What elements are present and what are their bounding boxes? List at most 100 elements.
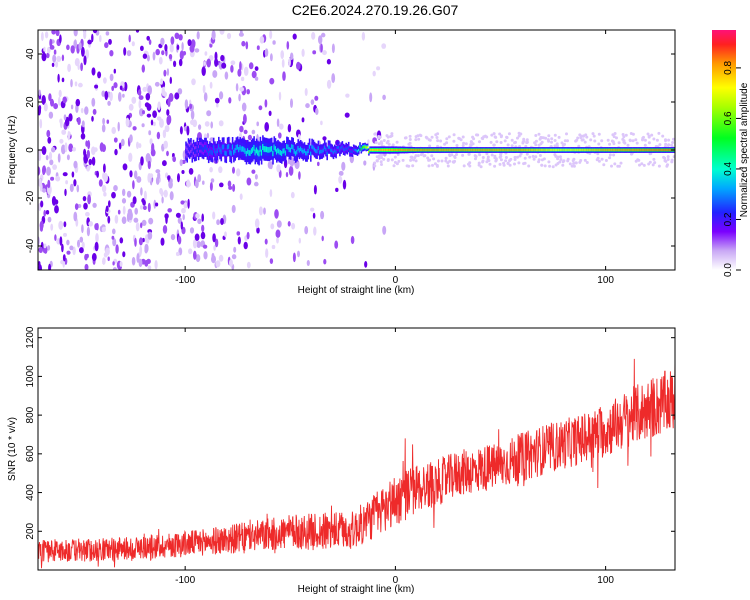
- spectrogram-band-cell: [494, 149, 496, 151]
- spectrogram-noise-cell: [671, 141, 675, 144]
- spectrogram-noise-cell: [218, 166, 223, 174]
- spectrogram-noise-cell: [147, 173, 151, 183]
- spectrogram-noise-cell: [583, 140, 587, 144]
- spectrogram-band-cell: [551, 149, 553, 151]
- spectrogram-noise-cell: [54, 205, 59, 214]
- spectrogram-noise-cell: [631, 139, 635, 143]
- spectrogram-y-tick-label: 40: [25, 48, 36, 60]
- spectrogram-noise-cell: [174, 92, 180, 100]
- spectrogram-noise-cell: [143, 205, 147, 210]
- spectrogram-noise-cell: [246, 261, 251, 269]
- spectrogram-noise-cell: [112, 267, 117, 270]
- spectrogram-band-cell: [410, 149, 413, 151]
- spectrogram-noise-cell: [561, 143, 565, 147]
- spectrogram-band-cell: [288, 147, 291, 152]
- spectrogram-noise-cell: [209, 81, 213, 89]
- spectrogram-noise-cell: [238, 93, 241, 102]
- spectrogram-band-cell: [282, 148, 284, 154]
- spectrogram-noise-cell: [391, 143, 395, 147]
- spectrogram-band-cell: [248, 150, 250, 156]
- spectrogram-noise-cell: [275, 229, 281, 238]
- spectrogram-noise-cell: [425, 136, 429, 140]
- spectrogram-noise-cell: [489, 140, 493, 144]
- spectrogram-noise-cell: [139, 205, 144, 210]
- spectrogram-noise-cell: [663, 159, 667, 163]
- spectrogram-band-cell: [224, 150, 226, 156]
- spectrogram-noise-cell: [663, 156, 667, 160]
- spectrogram-noise-cell: [239, 61, 242, 71]
- spectrogram-noise-cell: [268, 110, 272, 117]
- spectrogram-noise-cell: [241, 102, 247, 112]
- spectrogram-noise-cell: [195, 179, 199, 189]
- spectrogram-band-cell: [543, 149, 545, 151]
- spectrogram-noise-cell: [73, 160, 78, 169]
- spectrogram-noise-cell: [141, 64, 145, 73]
- spectrogram-band-cell: [569, 149, 572, 151]
- spectrogram-noise-cell: [661, 134, 665, 138]
- spectrogram-band-cell: [465, 149, 467, 151]
- spectrogram-plot-area: [38, 30, 675, 270]
- spectrogram-band-cell: [658, 149, 660, 151]
- spectrogram-band-cell: [665, 149, 668, 151]
- spectrogram-noise-cell: [596, 156, 600, 160]
- spectrogram-noise-cell: [74, 58, 80, 67]
- spectrogram-noise-cell: [77, 239, 80, 248]
- spectrogram-noise-cell: [192, 238, 198, 249]
- spectrogram-noise-cell: [377, 142, 381, 146]
- spectrogram-noise-cell: [114, 214, 119, 224]
- spectrogram-noise-cell: [109, 50, 114, 57]
- spectrogram-noise-cell: [597, 132, 601, 136]
- spectrogram-noise-cell: [393, 155, 397, 159]
- spectrogram-band-cell: [221, 144, 224, 150]
- spectrogram-noise-cell: [39, 220, 44, 230]
- spectrogram-noise-cell: [508, 163, 512, 167]
- spectrogram-noise-cell: [672, 155, 675, 159]
- spectrogram-band-cell: [645, 149, 648, 151]
- spectrogram-band-cell: [471, 149, 474, 151]
- spectrogram-noise-cell: [219, 182, 224, 188]
- spectrogram-noise-cell: [58, 220, 64, 230]
- spectrogram-noise-cell: [140, 45, 144, 51]
- spectrogram-noise-cell: [556, 155, 560, 159]
- spectrogram-noise-cell: [390, 134, 394, 138]
- spectrogram-noise-cell: [334, 240, 339, 249]
- spectrogram-band-cell: [327, 145, 330, 149]
- snr-x-axis: -100 0 100: [175, 328, 614, 586]
- spectrogram-noise-cell: [485, 152, 489, 156]
- spectrogram-noise-cell: [291, 222, 296, 230]
- spectrogram-band-cell: [267, 147, 269, 153]
- spectrogram-noise-cell: [118, 142, 122, 150]
- spectrogram-noise-cell: [54, 199, 59, 205]
- spectrogram-band-cell: [250, 148, 253, 154]
- spectrogram-band-cell: [581, 149, 583, 151]
- snr-x-tick-label: -100: [175, 575, 195, 586]
- spectrogram-noise-cell: [172, 156, 176, 163]
- spectrogram-band-cell: [479, 149, 481, 151]
- spectrogram-band-cell: [489, 149, 491, 151]
- spectrogram-band-cell: [500, 149, 503, 151]
- spectrogram-noise-cell: [419, 153, 423, 157]
- spectrogram-band-cell: [272, 150, 274, 157]
- spectrogram-noise-cell: [128, 34, 131, 43]
- spectrogram-noise-cell: [571, 159, 575, 163]
- spectrogram-noise-cell: [218, 120, 224, 127]
- spectrogram-noise-cell: [78, 82, 83, 88]
- spectrogram-noise-cell: [278, 132, 282, 139]
- spectrogram-noise-cell: [619, 161, 623, 165]
- spectrogram-noise-cell: [290, 98, 293, 108]
- spectrogram-noise-cell: [230, 65, 234, 73]
- spectrogram-noise-cell: [61, 77, 65, 83]
- spectrogram-noise-cell: [452, 139, 456, 143]
- spectrogram-noise-cell: [241, 40, 246, 47]
- spectrogram-noise-cell: [440, 159, 444, 163]
- spectrogram-noise-cell: [83, 202, 88, 210]
- spectrogram-band-cell: [525, 149, 528, 151]
- spectrogram-noise-cell: [380, 156, 384, 159]
- spectrogram-noise-cell: [113, 68, 117, 74]
- spectrogram-band-cell: [597, 149, 600, 151]
- spectrogram-noise-cell: [63, 221, 67, 228]
- spectrogram-noise-cell: [540, 140, 544, 144]
- spectrogram-noise-cell: [66, 154, 70, 161]
- spectrogram-noise-cell: [193, 250, 197, 260]
- spectrogram-noise-cell: [478, 153, 482, 157]
